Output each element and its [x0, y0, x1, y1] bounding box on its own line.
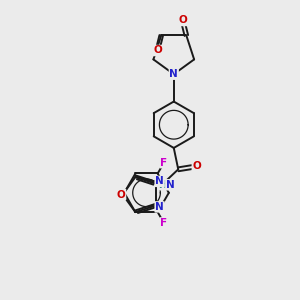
Text: O: O: [153, 46, 162, 56]
Text: F: F: [160, 158, 167, 168]
Text: N: N: [155, 176, 164, 186]
Text: N: N: [155, 202, 164, 212]
Text: O: O: [117, 190, 125, 200]
Text: F: F: [160, 218, 167, 228]
Text: N: N: [166, 180, 175, 190]
Text: O: O: [178, 16, 187, 26]
Text: N: N: [169, 69, 178, 79]
Text: H: H: [158, 180, 166, 190]
Text: O: O: [192, 161, 201, 171]
